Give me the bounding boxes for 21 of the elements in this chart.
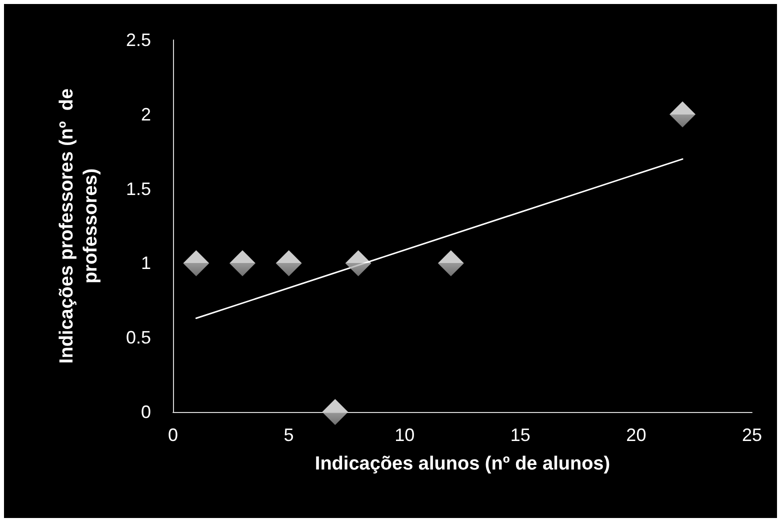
- x-tick-label: 25: [742, 425, 762, 445]
- y-tick-label: 1: [140, 253, 151, 274]
- y-tick-label: 2: [140, 104, 151, 124]
- point: [345, 250, 372, 276]
- x-tick-label: 5: [284, 425, 294, 445]
- y-axis-title: Indicações professores (nº de professores): [56, 88, 102, 364]
- y-tick-label: 2.5: [126, 30, 151, 50]
- y-tick-label: 0: [140, 402, 151, 422]
- point: [276, 250, 302, 276]
- x-tick-label: 15: [510, 425, 530, 445]
- point: [670, 101, 696, 128]
- point: [183, 250, 210, 276]
- x-tick-label: 20: [626, 425, 646, 445]
- point: [438, 250, 464, 276]
- y-tick-label: 1.5: [126, 178, 151, 199]
- x-tick-label: 0: [168, 425, 178, 445]
- x-tick-label: 10: [394, 425, 415, 445]
- x-axis-title: Indicações alunos (nº de alunos): [314, 454, 610, 474]
- point: [229, 250, 256, 276]
- point: [322, 399, 348, 425]
- y-tick-label: 0.5: [126, 328, 151, 348]
